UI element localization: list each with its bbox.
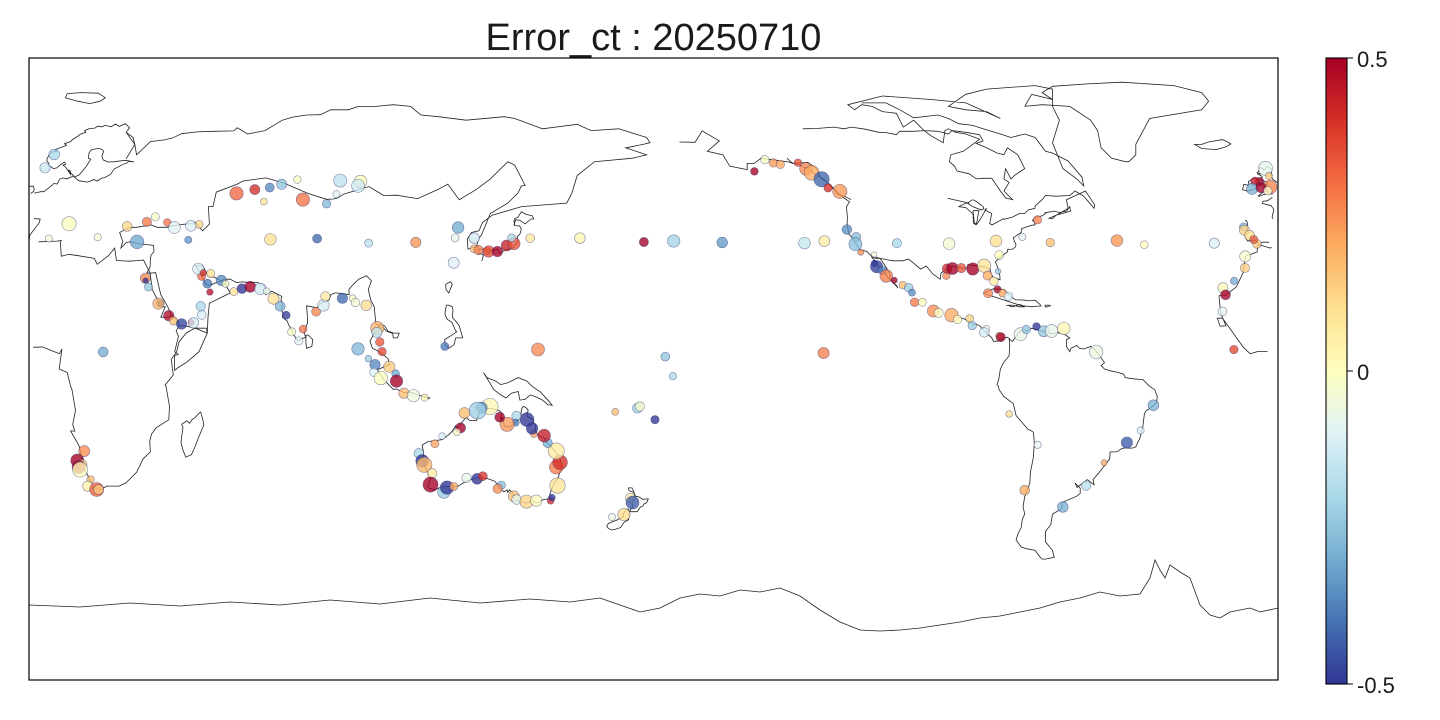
svg-text:0: 0 — [1357, 360, 1369, 385]
svg-text:0.5: 0.5 — [1357, 47, 1388, 72]
svg-text:-0.5: -0.5 — [1357, 673, 1395, 698]
